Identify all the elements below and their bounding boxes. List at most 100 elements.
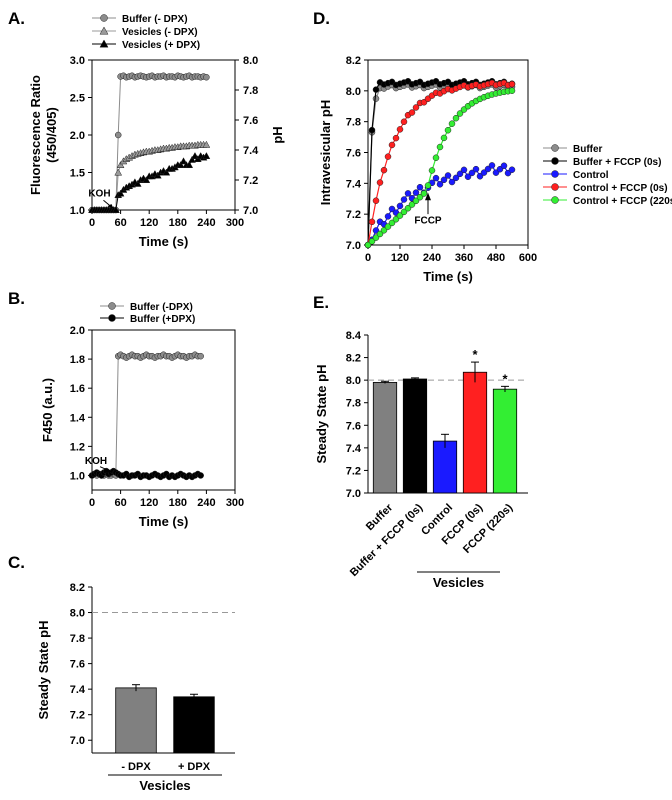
legend-marker xyxy=(108,302,116,310)
data-point xyxy=(440,176,448,184)
y-right-tick-label: 7.0 xyxy=(243,205,258,217)
data-point xyxy=(162,168,171,176)
legend-marker xyxy=(99,26,109,35)
data-point xyxy=(380,227,388,234)
panel-d: 0 120 240 360 480 600 7.0 7.2 7.4 7.6 7.8 8.0 8.2 Tim… xyxy=(313,9,672,284)
annotation-text: FCCP xyxy=(414,215,442,226)
y-tick-label: 7.6 xyxy=(70,659,85,671)
data-point xyxy=(116,161,125,169)
y-tick-label: 7.2 xyxy=(346,209,361,221)
legend-marker xyxy=(99,39,109,48)
data-point xyxy=(197,472,204,479)
x-axis-label: Time (s) xyxy=(139,514,189,529)
panel-label: B. xyxy=(8,289,25,308)
plot-frame xyxy=(91,59,236,211)
data-point xyxy=(176,161,185,169)
bar xyxy=(432,440,458,494)
x-tick-label: 300 xyxy=(226,217,244,229)
data-point xyxy=(364,241,372,249)
data-point xyxy=(464,173,472,180)
y-tick-label: 8.0 xyxy=(346,375,361,387)
data-point xyxy=(142,176,151,184)
x-tick-label: 0 xyxy=(365,252,371,264)
y-tick-label: 7.2 xyxy=(346,465,361,477)
y-right-tick-label: 7.8 xyxy=(243,85,258,97)
group-label: Vesicles xyxy=(433,575,484,590)
data-point xyxy=(372,197,380,204)
annotation-text: KOH xyxy=(85,456,107,467)
category-label: - DPX xyxy=(121,761,151,773)
x-tick-label: 600 xyxy=(519,252,537,264)
y-tick-label: 7.4 xyxy=(346,443,362,455)
y-axis-label: Steady State pH xyxy=(314,365,329,464)
data-point xyxy=(384,213,392,220)
data-point xyxy=(396,212,404,219)
data-point xyxy=(416,193,424,201)
legend-label: Buffer + FCCP (0s) xyxy=(573,157,661,168)
bar xyxy=(173,696,215,754)
data-point xyxy=(133,179,142,187)
data-point xyxy=(400,208,408,216)
data-point xyxy=(472,165,480,173)
legend-label: Control xyxy=(573,170,609,181)
legend-marker xyxy=(551,157,559,165)
panel-a: 0 60 120 180 240 300 1.0 1.5 2.0 2.5 3.0 Time (s) Fl… xyxy=(8,9,285,249)
data-point xyxy=(388,219,396,227)
x-tick-label: 0 xyxy=(89,497,95,509)
legend-label: Vesicles (+ DPX) xyxy=(122,40,200,51)
panel-label: A. xyxy=(8,9,25,28)
data-point xyxy=(432,154,440,162)
legend-marker xyxy=(551,196,559,204)
y-right-axis-label: pH xyxy=(270,126,285,143)
data-point xyxy=(384,223,392,230)
x-tick-label: 240 xyxy=(197,217,215,229)
data-point xyxy=(508,166,516,173)
x-tick-label: 180 xyxy=(169,217,187,229)
y-tick-label: 8.2 xyxy=(346,55,361,67)
legend-label: Vesicles (- DPX) xyxy=(122,27,198,38)
y-tick-label: 7.6 xyxy=(346,148,361,160)
series-line xyxy=(367,164,513,246)
data-point xyxy=(456,170,464,178)
bar xyxy=(402,378,428,494)
data-point xyxy=(468,169,476,177)
data-point xyxy=(412,189,420,196)
y-axis-label: F450 (a.u.) xyxy=(40,378,55,442)
y-tick-label: 7.8 xyxy=(346,117,361,129)
annotation-arrowhead xyxy=(425,192,431,201)
legend-label: Control + FCCP (220s) xyxy=(573,196,672,207)
data-point xyxy=(376,179,384,186)
data-point xyxy=(436,181,444,188)
data-point xyxy=(408,201,416,208)
data-point xyxy=(396,126,404,133)
x-tick-label: 60 xyxy=(114,217,126,229)
data-point xyxy=(368,238,376,245)
legend-marker xyxy=(551,183,559,191)
y-tick-label: 7.4 xyxy=(346,178,362,190)
data-point xyxy=(179,157,188,165)
y-right-tick-label: 7.2 xyxy=(243,175,258,187)
y-tick-label: 8.4 xyxy=(346,330,362,342)
y-tick-label: 8.2 xyxy=(346,353,361,365)
data-point xyxy=(432,174,440,182)
panel-label: E. xyxy=(313,293,329,312)
bar xyxy=(462,371,488,494)
series-3 xyxy=(88,152,211,214)
y-tick-label: 1.8 xyxy=(70,354,85,366)
y-tick-label: 8.0 xyxy=(70,608,85,620)
data-point xyxy=(114,168,123,176)
data-point xyxy=(392,215,400,223)
data-point xyxy=(384,153,392,160)
data-point xyxy=(444,126,452,134)
data-point xyxy=(412,197,420,205)
data-point xyxy=(372,86,380,93)
y-axis-label: Intravesicular pH xyxy=(318,100,333,206)
data-point xyxy=(372,234,380,241)
x-axis-label: Time (s) xyxy=(139,234,189,249)
data-point xyxy=(452,114,460,122)
y-tick-label: 2.0 xyxy=(70,325,85,337)
data-point xyxy=(400,118,408,125)
x-tick-label: 120 xyxy=(140,497,158,509)
y-tick-label: 1.0 xyxy=(70,470,85,482)
